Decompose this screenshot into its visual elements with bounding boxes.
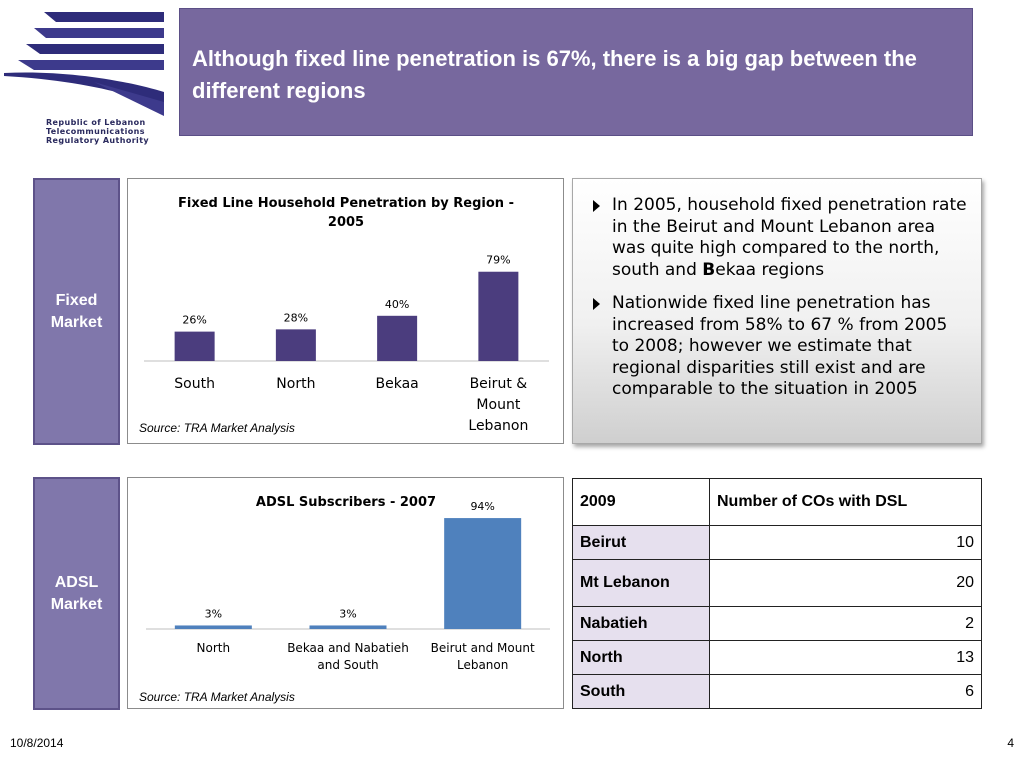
category-label: Bekaa bbox=[376, 376, 419, 392]
fixed-chart-source: Source: TRA Market Analysis bbox=[139, 421, 295, 435]
bar bbox=[377, 315, 418, 361]
data-label: 40% bbox=[385, 298, 409, 311]
adsl-chart-svg: ADSL Subscribers - 2007 3% North 3% Bekaa an… bbox=[146, 495, 550, 672]
bullet-arrow-icon bbox=[593, 298, 600, 310]
adsl-chart: ADSL Subscribers - 2007 3% North 3% Bekaa an… bbox=[127, 477, 564, 709]
page-number: 4 bbox=[1007, 736, 1014, 750]
region-cell: Beirut bbox=[572, 525, 710, 560]
category-label: Beirut and Mount bbox=[431, 641, 535, 655]
region-cell: Mt Lebanon bbox=[572, 559, 710, 607]
value-cell: 20 bbox=[709, 559, 982, 607]
category-label: Bekaa and Nabatieh bbox=[287, 641, 409, 655]
category-label: and South bbox=[317, 658, 378, 672]
region-cell: Nabatieh bbox=[572, 606, 710, 641]
value-cell: 13 bbox=[709, 640, 982, 675]
fixed-line-chart-svg: Fixed Line Household Penetration by Regi… bbox=[144, 196, 549, 434]
adsl-market-label: ADSL Market bbox=[33, 477, 120, 710]
bullet-1-bold: B bbox=[702, 259, 716, 280]
adsl-label-line-1: ADSL bbox=[54, 573, 99, 591]
logo-line-1: Republic of Lebanon bbox=[46, 118, 146, 127]
title-banner: Although fixed line penetration is 67%, … bbox=[179, 8, 973, 136]
data-label: 79% bbox=[486, 254, 510, 267]
data-label: 26% bbox=[182, 314, 206, 327]
chart-title: Fixed Line Household Penetration by Regi… bbox=[178, 196, 514, 211]
category-label: Lebanon bbox=[468, 418, 528, 434]
logo-line-2: Telecommunications bbox=[46, 127, 145, 136]
region-cell: South bbox=[572, 674, 710, 709]
header-cos: Number of COs with DSL bbox=[709, 478, 982, 526]
data-label: 28% bbox=[284, 311, 308, 324]
value-cell: 2 bbox=[709, 606, 982, 641]
value-cell: 10 bbox=[709, 525, 982, 560]
value-cell: 6 bbox=[709, 674, 982, 709]
bar bbox=[275, 329, 316, 361]
category-label: North bbox=[197, 641, 231, 655]
bullet-2-text: Nationwide fixed line penetration has in… bbox=[612, 293, 948, 399]
region-cell: North bbox=[572, 640, 710, 675]
bar bbox=[478, 271, 519, 361]
logo-swoosh-graphic bbox=[4, 12, 164, 116]
fixed-label-line-2: Market bbox=[50, 313, 103, 331]
table-row: Mt Lebanon 20 bbox=[572, 559, 982, 607]
category-label: Lebanon bbox=[457, 658, 508, 672]
category-label: North bbox=[276, 376, 315, 392]
logo-caption: Republic of Lebanon Telecommunications R… bbox=[46, 118, 166, 145]
bullet-item-1: In 2005, household fixed penetration rat… bbox=[593, 195, 969, 281]
bullet-1-text: In 2005, household fixed penetration rat… bbox=[612, 195, 967, 280]
bar bbox=[174, 625, 252, 629]
fixed-line-chart: Fixed Line Household Penetration by Regi… bbox=[127, 178, 564, 444]
category-label: Beirut & bbox=[470, 376, 528, 392]
table-row: Beirut 10 bbox=[572, 525, 982, 560]
data-label: 94% bbox=[470, 500, 494, 513]
logo-line-3: Regulatory Authority bbox=[46, 136, 150, 145]
bar bbox=[174, 331, 215, 361]
fixed-label-line-1: Fixed bbox=[55, 291, 98, 309]
bullet-1-tail: ekaa regions bbox=[715, 259, 825, 280]
fixed-market-label: Fixed Market bbox=[33, 178, 120, 445]
category-label: South bbox=[174, 376, 215, 392]
table-header-row: 2009 Number of COs with DSL bbox=[572, 478, 982, 526]
bar bbox=[444, 518, 522, 629]
table-row: South 6 bbox=[572, 674, 982, 709]
table-row: Nabatieh 2 bbox=[572, 606, 982, 641]
header-year: 2009 bbox=[572, 478, 710, 526]
chart-title: ADSL Subscribers - 2007 bbox=[256, 495, 436, 510]
data-label: 3% bbox=[205, 607, 222, 620]
footer-date: 10/8/2014 bbox=[10, 736, 64, 750]
chart-title: 2005 bbox=[328, 215, 364, 230]
bar bbox=[309, 625, 387, 629]
data-label: 3% bbox=[339, 607, 356, 620]
slide-title: Although fixed line penetration is 67%, … bbox=[192, 46, 917, 103]
bullet-arrow-icon bbox=[593, 200, 600, 212]
table-row: North 13 bbox=[572, 640, 982, 675]
category-label: Mount bbox=[476, 397, 520, 413]
dsl-table: 2009 Number of COs with DSL Beirut 10 Mt… bbox=[572, 478, 982, 709]
bullet-item-2: Nationwide fixed line penetration has in… bbox=[593, 293, 969, 401]
bullet-panel: In 2005, household fixed penetration rat… bbox=[572, 178, 982, 444]
tra-logo bbox=[4, 10, 174, 150]
adsl-chart-source: Source: TRA Market Analysis bbox=[139, 690, 295, 704]
adsl-label-line-2: Market bbox=[50, 595, 103, 613]
